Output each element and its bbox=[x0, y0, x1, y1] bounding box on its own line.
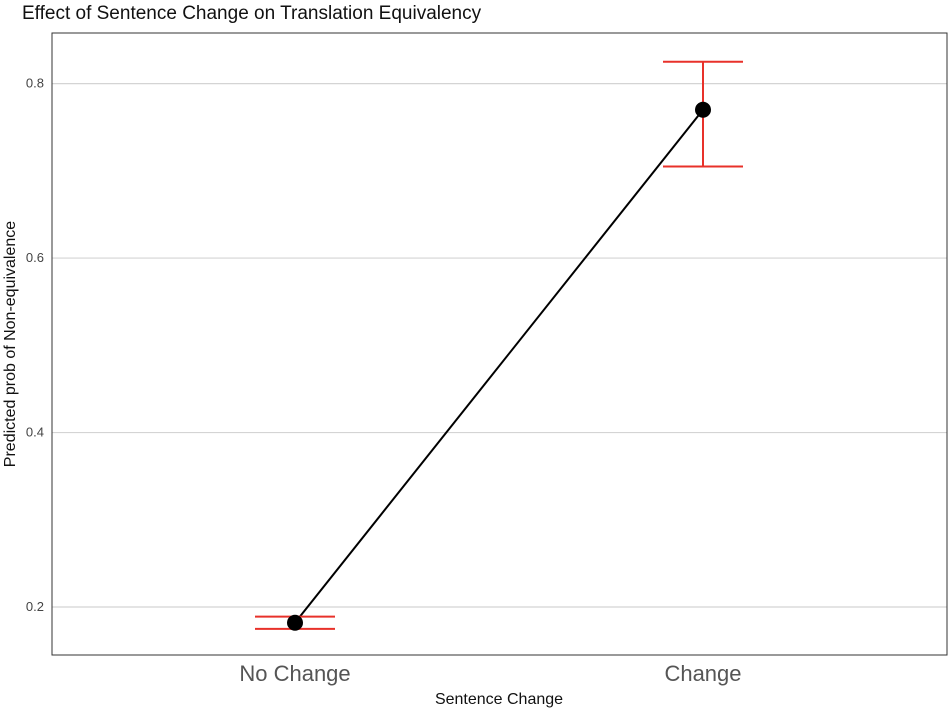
x-axis-label: Sentence Change bbox=[435, 691, 563, 708]
gridlines bbox=[52, 82, 947, 608]
y-axis-label: Predicted prob of Non-equivalence bbox=[2, 221, 19, 467]
data-point bbox=[287, 614, 303, 631]
x-axis-ticks: No Change Change bbox=[239, 661, 741, 686]
data-point bbox=[695, 101, 711, 118]
y-tick-label: 0.4 bbox=[26, 425, 44, 440]
plot-panel-border bbox=[51, 32, 948, 656]
series-line bbox=[294, 109, 704, 624]
x-tick-label: Change bbox=[664, 661, 741, 686]
x-tick-label: No Change bbox=[239, 661, 350, 686]
y-axis-ticks: 0.2 0.4 0.6 0.8 bbox=[26, 76, 44, 614]
y-tick-label: 0.8 bbox=[26, 76, 44, 91]
chart-title: Effect of Sentence Change on Translation… bbox=[22, 3, 482, 24]
plot-data bbox=[255, 60, 743, 631]
y-tick-label: 0.2 bbox=[26, 599, 44, 614]
y-tick-label: 0.6 bbox=[26, 250, 44, 265]
